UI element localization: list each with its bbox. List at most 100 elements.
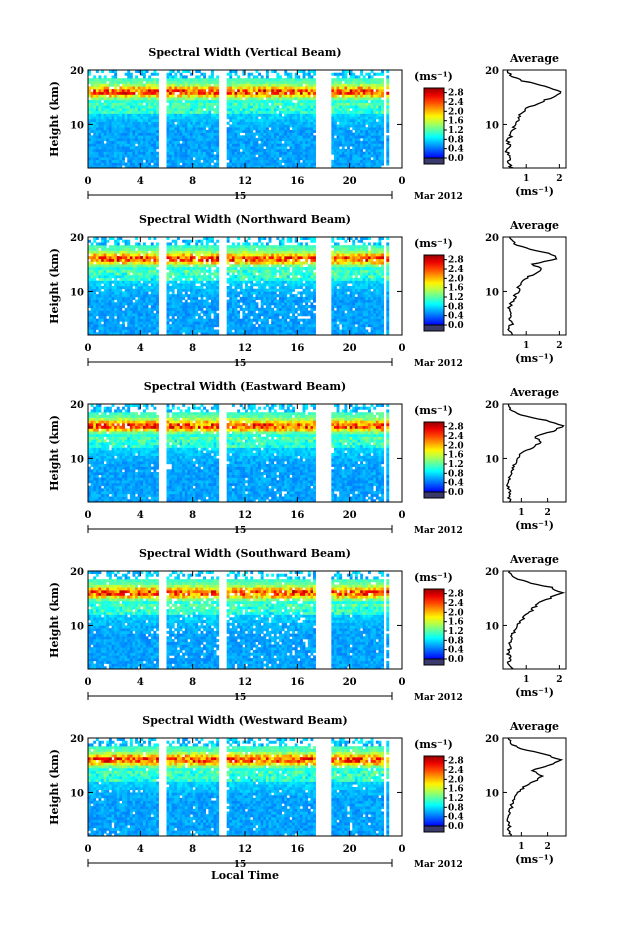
heatmap-cell <box>138 278 141 281</box>
heatmap-cell <box>308 86 311 89</box>
heatmap-cell <box>378 116 381 119</box>
heatmap-cell <box>172 84 175 87</box>
heatmap-cell <box>132 78 135 81</box>
heatmap-cell <box>201 133 204 136</box>
heatmap-cell <box>177 313 180 316</box>
heatmap-cell <box>193 111 196 114</box>
heatmap-cell <box>201 103 204 106</box>
heatmap-cell <box>201 127 204 130</box>
heatmap-cell <box>337 119 340 122</box>
heatmap-cell <box>206 278 209 281</box>
heatmap-cell <box>334 157 337 160</box>
heatmap-cell <box>151 124 154 127</box>
heatmap-cell <box>305 73 308 76</box>
heatmap-cell <box>119 119 122 122</box>
heatmap-cell <box>156 122 159 125</box>
heatmap-cell <box>177 283 180 286</box>
heatmap-cell <box>117 275 120 278</box>
heatmap-cell <box>331 152 334 155</box>
heatmap-cell <box>117 327 120 330</box>
heatmap-cell <box>122 297 125 300</box>
heatmap-cell <box>138 154 141 157</box>
heatmap-cell <box>106 160 109 163</box>
heatmap-cell <box>378 108 381 111</box>
heatmap-cell <box>101 248 104 251</box>
heatmap-cell <box>167 313 170 316</box>
heatmap-cell <box>289 130 292 133</box>
heatmap-cell <box>146 95 149 98</box>
heatmap-cell <box>177 163 180 166</box>
heatmap-cell <box>253 86 256 89</box>
heatmap-cell <box>376 146 379 149</box>
heatmap-cell <box>342 75 345 78</box>
heatmap-cell <box>214 262 217 265</box>
heatmap-cell <box>177 248 180 251</box>
heatmap-cell <box>360 86 363 89</box>
heatmap-cell <box>151 146 154 149</box>
heatmap-cell <box>167 302 170 305</box>
heatmap-cell <box>109 138 112 141</box>
heatmap-cell <box>216 160 219 163</box>
heatmap-cell <box>292 124 295 127</box>
heatmap-cell <box>331 78 334 81</box>
heatmap-cell <box>190 111 193 114</box>
heatmap-cell <box>187 146 190 149</box>
heatmap-cell <box>331 89 334 92</box>
heatmap-cell <box>112 130 115 133</box>
heatmap-cell <box>386 154 389 157</box>
heatmap-cell <box>258 92 261 95</box>
heatmap-cell <box>235 124 238 127</box>
heatmap-cell <box>93 152 96 155</box>
heatmap-cell <box>308 163 311 166</box>
heatmap-cell <box>381 111 384 114</box>
heatmap-cell <box>295 114 298 117</box>
heatmap-cell <box>253 75 256 78</box>
heatmap-cell <box>242 81 245 84</box>
heatmap-cell <box>295 105 298 108</box>
heatmap-cell <box>151 319 154 322</box>
heatmap-cell <box>334 100 337 103</box>
heatmap-cell <box>177 253 180 256</box>
heatmap-cell <box>248 119 251 122</box>
heatmap-cell <box>148 133 151 136</box>
heatmap-cell <box>182 305 185 308</box>
heatmap-cell <box>339 122 342 125</box>
heatmap-cell <box>255 81 258 84</box>
heatmap-cell <box>98 154 101 157</box>
heatmap-cell <box>132 297 135 300</box>
heatmap-cell <box>153 262 156 265</box>
heatmap-cell <box>214 138 217 141</box>
heatmap-cell <box>245 152 248 155</box>
heatmap-cell <box>156 103 159 106</box>
heatmap-cell <box>182 330 185 333</box>
heatmap-cell <box>378 163 381 166</box>
heatmap-cell <box>98 251 101 254</box>
heatmap-cell <box>284 124 287 127</box>
heatmap-cell <box>93 324 96 327</box>
heatmap-cell <box>101 124 104 127</box>
heatmap-cell <box>130 163 133 166</box>
heatmap-cell <box>153 253 156 256</box>
heatmap-cell <box>373 78 376 81</box>
heatmap-cell <box>195 103 198 106</box>
heatmap-cell <box>169 149 172 152</box>
heatmap-cell <box>114 84 117 87</box>
heatmap-cell <box>187 122 190 125</box>
heatmap-cell <box>360 73 363 76</box>
heatmap-cell <box>292 116 295 119</box>
heatmap-cell <box>339 130 342 133</box>
heatmap-cell <box>386 163 389 166</box>
heatmap-cell <box>237 100 240 103</box>
heatmap-cell <box>96 289 99 292</box>
heatmap-cell <box>122 163 125 166</box>
heatmap-cell <box>98 122 101 125</box>
heatmap-cell <box>127 262 130 265</box>
heatmap-cell <box>117 330 120 333</box>
heatmap-cell <box>274 95 277 98</box>
heatmap-cell <box>232 127 235 130</box>
heatmap-cell <box>376 73 379 76</box>
heatmap-cell <box>358 163 361 166</box>
heatmap-cell <box>373 97 376 100</box>
heatmap-cell <box>232 78 235 81</box>
heatmap-cell <box>331 116 334 119</box>
